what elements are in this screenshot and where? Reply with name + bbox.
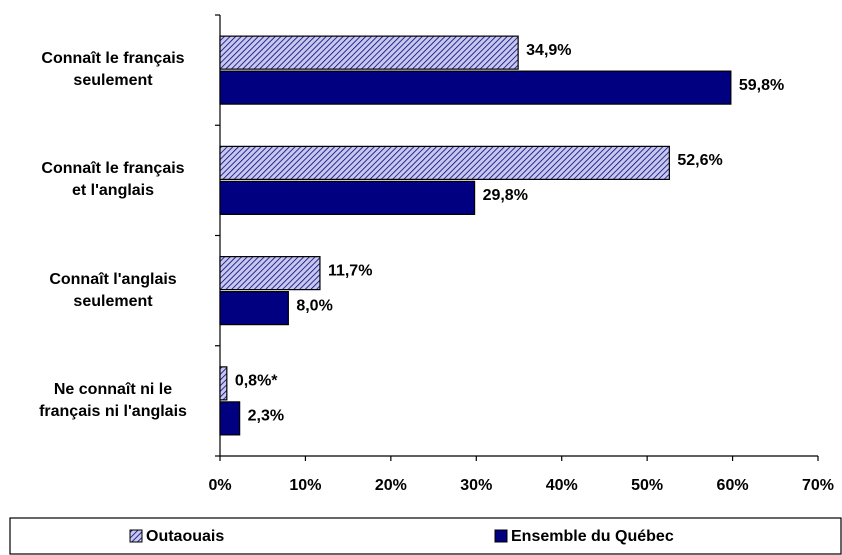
bar — [219, 145, 670, 180]
legend-label: Outaouais — [146, 528, 224, 545]
value-label: 59,8% — [739, 77, 784, 94]
value-label: 29,8% — [483, 187, 528, 204]
legend-swatch — [494, 529, 508, 543]
bar — [219, 256, 321, 291]
x-tick-label: 70% — [802, 477, 834, 494]
legend-swatch — [129, 529, 143, 543]
x-tick-label: 30% — [460, 477, 492, 494]
bar — [219, 70, 732, 105]
bar — [219, 35, 519, 70]
x-tick-label: 20% — [375, 477, 407, 494]
value-label: 11,7% — [328, 262, 372, 279]
bar — [219, 180, 476, 215]
legend-box — [9, 517, 842, 555]
value-label: 2,3% — [248, 408, 284, 425]
value-label: 52,6% — [677, 152, 722, 169]
x-tick-label: 50% — [631, 477, 663, 494]
x-tick-label: 10% — [289, 477, 321, 494]
x-tick-label: 0% — [208, 477, 231, 494]
value-label: 0,8%* — [235, 373, 278, 390]
y-tick-label: Connaît le français et l'anglais — [41, 160, 185, 200]
bar — [219, 366, 228, 401]
legend-label: Ensemble du Québec — [511, 528, 674, 545]
y-tick-label: Connaît l'anglais seulement — [49, 270, 177, 310]
value-label: 34,9% — [526, 42, 571, 59]
y-tick-label: Connaît le français seulement — [41, 50, 185, 90]
bar — [219, 291, 289, 326]
value-label: 8,0% — [296, 297, 332, 314]
bar — [219, 401, 241, 436]
x-tick-label: 40% — [546, 477, 578, 494]
x-tick-label: 60% — [717, 477, 749, 494]
y-tick-label: Ne connaît ni le français ni l'anglais — [39, 380, 187, 420]
